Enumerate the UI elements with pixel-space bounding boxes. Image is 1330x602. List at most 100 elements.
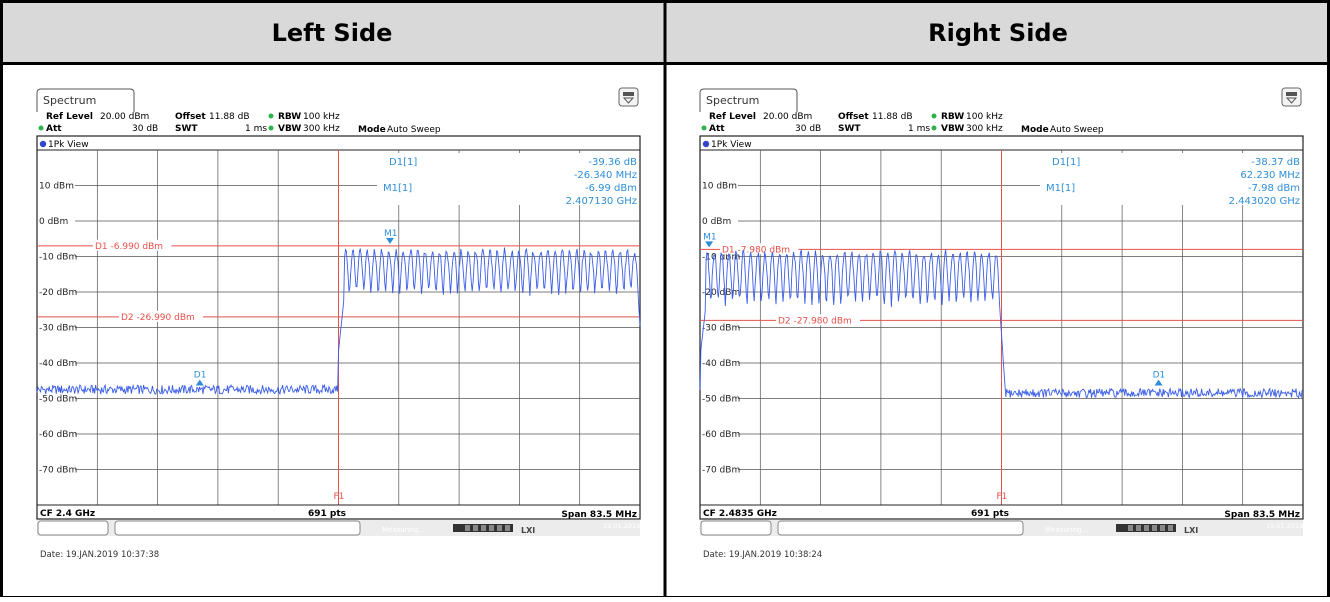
trace-view-indicator: [702, 140, 710, 148]
frequency-span: Span 83.5 MHz: [561, 510, 637, 520]
status-measuring-text: Measuring...: [1045, 526, 1088, 534]
y-tick-label: -40 dBm: [702, 359, 740, 369]
status-progress-segment: [489, 525, 494, 531]
status-measuring-text: Measuring...: [382, 526, 425, 534]
status-progress-segment: [1152, 525, 1157, 531]
y-tick-label: 0 dBm: [39, 217, 68, 227]
y-tick-label: -50 dBm: [39, 395, 77, 405]
offset-label: Offset: [838, 112, 869, 122]
y-tick-label: -70 dBm: [39, 466, 77, 476]
limit-line-label-d2: D2 -26.990 dBm: [121, 313, 195, 323]
marker-d1-triangle: [195, 379, 204, 386]
status-progress-segment: [497, 525, 502, 531]
att-label: Att: [46, 124, 62, 134]
y-tick-label: -20 dBm: [702, 288, 740, 298]
header-right-side: Right Side: [928, 19, 1068, 47]
marker-d1-tag: D1: [194, 371, 207, 381]
marker-table-d1-freq: -26.340 MHz: [574, 170, 637, 181]
ref-level-value: 20.00 dBm: [763, 112, 812, 122]
marker-table-bg: [377, 153, 639, 205]
rbw-value: 100 kHz: [966, 112, 1003, 122]
status-progress-segment: [481, 525, 486, 531]
y-tick-label: -60 dBm: [39, 430, 77, 440]
marker-table-d1-label: D1[1]: [1052, 157, 1080, 168]
limit-label-bg: [776, 314, 860, 326]
rbw-coupled-indicator: [268, 113, 274, 119]
offset-label: Offset: [175, 112, 206, 122]
status-date: 19.01.2019: [1266, 522, 1303, 530]
spectrum-panel-right: Spectrum Ref Level 20.00 dBm Offset 11.88 dB…: [699, 87, 1304, 560]
ref-level-value: 20.00 dBm: [100, 112, 149, 122]
spectrum-trace: [699, 248, 1304, 399]
menu-icon-bar: [623, 92, 634, 96]
y-tick-label: -50 dBm: [702, 395, 740, 405]
capture-date: Date: 19.JAN.2019 10:37:38: [40, 550, 159, 560]
spectrum-tab-frame: [699, 88, 798, 112]
y-tick-label: -40 dBm: [39, 359, 77, 369]
marker-table-m1-level: -6.99 dBm: [585, 183, 637, 194]
trace-view-label: 1Pk View: [711, 140, 752, 150]
menu-icon-arrow: [1285, 97, 1298, 104]
status-field-middle: [777, 520, 1024, 536]
vbw-coupled-indicator: [268, 125, 274, 131]
mode-label: Mode: [1021, 125, 1049, 135]
marker-table-d1-level: -39.36 dB: [588, 157, 637, 168]
status-field-left: [37, 520, 109, 536]
marker-table-m1-label: M1[1]: [1046, 183, 1075, 194]
mode-value: Auto Sweep: [1050, 125, 1104, 135]
limit-line-label-d1: D1 -7.980 dBm: [722, 245, 790, 255]
y-tick-label: -30 dBm: [702, 324, 740, 334]
y-tick-label: -10 dBm: [39, 253, 77, 263]
sweep-points: 691 pts: [308, 509, 346, 519]
mode-value: Auto Sweep: [387, 125, 441, 135]
rbw-value: 100 kHz: [303, 112, 340, 122]
trace-view-indicator: [39, 140, 47, 148]
spectrum-tab-frame: [36, 88, 135, 112]
marker-table-bg: [1040, 153, 1302, 205]
menu-icon-arrow: [622, 97, 635, 104]
trace-view-label: 1Pk View: [48, 140, 89, 150]
menu-icon-bar: [1286, 92, 1297, 96]
marker-table-d1-label: D1[1]: [389, 157, 417, 168]
status-progress-segment: [1144, 525, 1149, 531]
status-field-left: [700, 520, 772, 536]
marker-table-m1-freq: 2.407130 GHz: [566, 196, 637, 207]
status-progress-segment: [473, 525, 478, 531]
marker-table-m1-level: -7.98 dBm: [1248, 183, 1300, 194]
status-progress-segment: [505, 525, 510, 531]
ref-level-label: Ref Level: [46, 112, 93, 122]
status-date: 19.01.2019: [603, 522, 640, 530]
rbw-coupled-indicator: [931, 113, 937, 119]
status-progress-segment: [1136, 525, 1141, 531]
spectrum-tab-title: Spectrum: [706, 94, 759, 107]
limit-label-bg: [720, 243, 799, 255]
swt-value: 1 ms: [245, 124, 267, 134]
y-tick-label: 10 dBm: [39, 182, 74, 192]
att-value: 30 dB: [132, 124, 158, 134]
y-tick-label: -30 dBm: [39, 324, 77, 334]
limit-label-bg: [93, 239, 172, 251]
limit-label-bg: [119, 310, 203, 322]
frequency-span: Span 83.5 MHz: [1224, 510, 1300, 520]
center-frequency: CF 2.4835 GHz: [703, 509, 777, 519]
spectrum-trace: [36, 247, 641, 396]
capture-date: Date: 19.JAN.2019 10:38:24: [703, 550, 822, 560]
swt-value: 1 ms: [908, 124, 930, 134]
att-coupled-indicator: [38, 125, 44, 131]
offset-value: 11.88 dB: [209, 112, 250, 122]
f1-label: F1: [334, 492, 345, 502]
lxi-icon: LXI: [521, 526, 535, 535]
status-progress-segment: [1128, 525, 1133, 531]
status-progress-segment: [1160, 525, 1165, 531]
y-tick-label: 10 dBm: [702, 182, 737, 192]
marker-m1-triangle: [705, 241, 714, 248]
marker-d1-triangle: [1154, 379, 1163, 386]
spectrum-panel-left: Spectrum Ref Level 20.00 dBm Offset 11.88 dB…: [36, 87, 641, 560]
att-coupled-indicator: [701, 125, 707, 131]
marker-m1-tag: M1: [384, 229, 398, 239]
status-progress-segment: [465, 525, 470, 531]
marker-m1-tag: M1: [703, 232, 717, 242]
status-field-middle: [114, 520, 361, 536]
